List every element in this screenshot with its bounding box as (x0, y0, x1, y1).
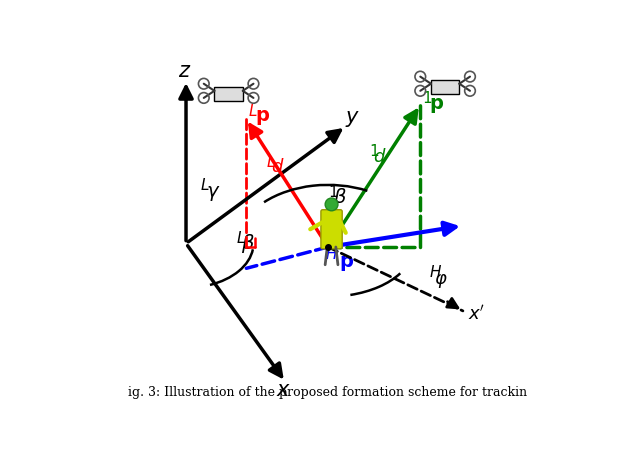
Text: $L$: $L$ (236, 230, 245, 247)
Text: $1$: $1$ (422, 90, 432, 106)
Text: $H$: $H$ (429, 264, 442, 280)
Text: $H$: $H$ (325, 247, 338, 262)
Text: $1$: $1$ (369, 143, 379, 160)
Text: $z$: $z$ (177, 60, 191, 81)
Text: $\gamma$: $\gamma$ (205, 184, 220, 203)
Text: $\mathbf{p}$: $\mathbf{p}$ (339, 254, 354, 272)
FancyBboxPatch shape (321, 210, 342, 249)
Text: $\varphi$: $\varphi$ (435, 272, 448, 290)
Text: $1$: $1$ (328, 184, 339, 201)
Text: $\beta$: $\beta$ (241, 232, 255, 255)
Text: $\mathbf{p}$: $\mathbf{p}$ (255, 108, 270, 127)
Circle shape (325, 198, 338, 211)
Text: $d$: $d$ (373, 148, 387, 166)
Text: $\mathbf{p}$: $\mathbf{p}$ (429, 95, 444, 115)
Text: $d$: $d$ (271, 159, 285, 177)
Text: $\beta$: $\beta$ (333, 186, 347, 209)
Text: $L$: $L$ (248, 103, 258, 118)
Text: $x$: $x$ (276, 380, 291, 400)
Text: $x'$: $x'$ (468, 305, 486, 324)
Bar (431, 80, 460, 95)
Text: $L$: $L$ (200, 177, 210, 193)
Text: $y$: $y$ (346, 109, 360, 129)
Text: ig. 3: Illustration of the proposed formation scheme for trackin: ig. 3: Illustration of the proposed form… (129, 386, 527, 399)
Text: $L$: $L$ (266, 154, 275, 170)
Bar (214, 87, 243, 101)
